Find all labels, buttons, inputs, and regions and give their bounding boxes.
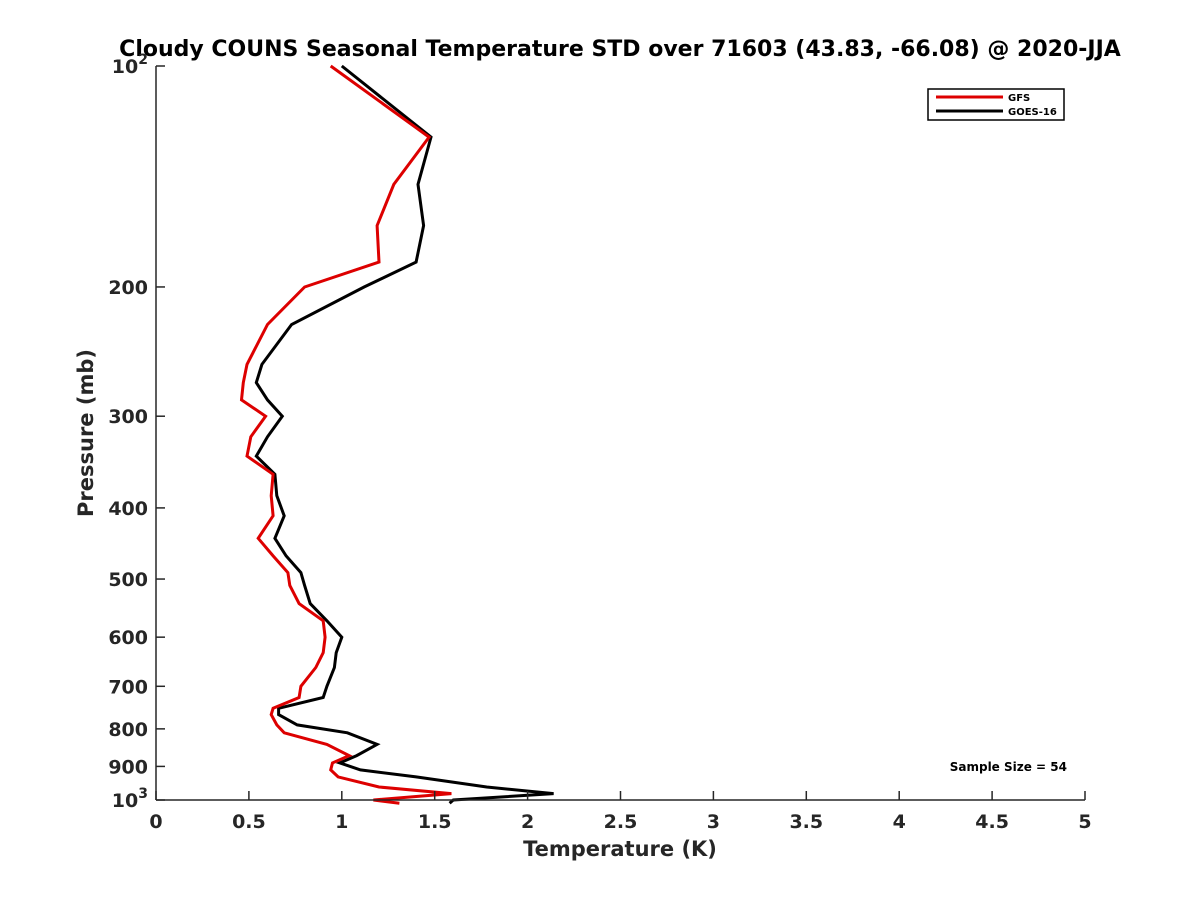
y-tick-label: 400 — [108, 498, 148, 520]
legend: GFS GOES-16 — [927, 88, 1065, 121]
x-tick-label: 2 — [521, 811, 534, 833]
series-line-goes-16 — [254, 64, 554, 805]
x-tick-label: 4.5 — [975, 811, 1009, 833]
legend-label: GOES-16 — [1008, 107, 1057, 118]
y-tick-label: 500 — [108, 569, 148, 591]
x-tick-label: 5 — [1078, 811, 1091, 833]
x-tick-label: 1 — [335, 811, 348, 833]
series-layer — [239, 64, 554, 805]
y-tick-label: 600 — [108, 627, 148, 649]
y-tick-label: 103 — [112, 786, 148, 812]
y-axis-label: Pressure (mb) — [74, 349, 98, 517]
axes-layer: 0 0.5 1 1.5 2 2.5 3 3.5 4 4.5 5 102 200 300 400 500 600 7… — [108, 52, 1091, 833]
x-tick-label: 0 — [149, 811, 162, 833]
y-tick-label: 102 — [112, 52, 148, 78]
x-tick-label: 3 — [707, 811, 720, 833]
y-tick-label: 900 — [108, 756, 148, 778]
y-tick-label: 800 — [108, 719, 148, 741]
legend-label: GFS — [1008, 93, 1030, 104]
series-line-gfs — [239, 64, 452, 805]
x-tick-label: 0.5 — [232, 811, 266, 833]
legend-box — [927, 88, 1065, 121]
x-tick-label: 2.5 — [604, 811, 638, 833]
y-tick-label: 200 — [108, 277, 148, 299]
x-axis-label: Temperature (K) — [523, 837, 717, 861]
x-tick-label: 1.5 — [418, 811, 452, 833]
x-tick-label: 3.5 — [789, 811, 823, 833]
y-tick-label: 700 — [108, 676, 148, 698]
y-tick-label: 300 — [108, 406, 148, 428]
x-tick-label: 4 — [893, 811, 906, 833]
chart-title: Cloudy COUNS Seasonal Temperature STD ov… — [119, 37, 1121, 62]
sample-size-annotation: Sample Size = 54 — [950, 760, 1067, 774]
